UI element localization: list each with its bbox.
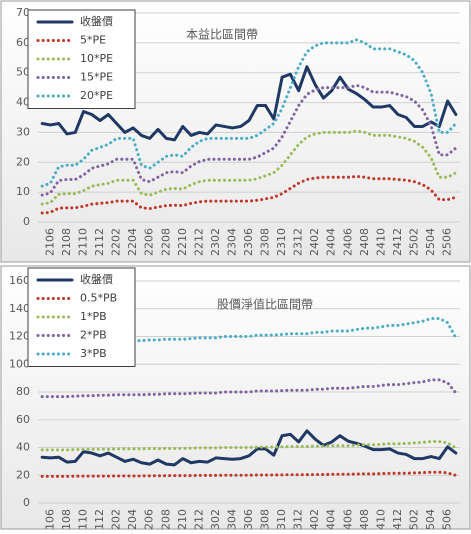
y-tick-label: 80 [16,385,30,398]
chart-panel: 0 20 40 60 80 100 120 140 160 2106 2108 2110 2112 220… [0,265,471,534]
x-tick-label: 2108 [60,509,73,530]
x-tick-label: 2202 [110,509,123,530]
x-tick-label: 2410 [374,509,387,530]
legend-label: 3*PB [80,347,107,360]
y-tick-label: 120 [9,330,30,343]
y-tick-label: 100 [9,357,30,370]
y-tick-label: 20 [16,468,30,481]
x-tick-label: 2506 [441,228,454,256]
x-tick-label: 2210 [176,509,189,530]
x-tick-label: 2112 [93,509,106,530]
legend-label: 5*PE [80,34,106,47]
price-line [40,65,458,142]
x-tick-label: 2302 [209,228,222,256]
x-tick-label: 2308 [259,509,272,530]
x-tick-label: 2312 [292,228,305,256]
x-tick-label: 2108 [60,228,73,256]
x-tick-label: 2310 [275,228,288,256]
y-tick-label: 40 [16,96,30,109]
x-tick-label: 2210 [176,228,189,256]
x-tick-label: 2304 [225,509,238,530]
y-tick-label: 30 [16,125,30,138]
x-tick-label: 2402 [308,509,321,530]
y-tick-label: 0 [23,215,30,228]
x-tick-label: 2406 [341,228,354,256]
x-tick-label: 2306 [242,228,255,256]
band-line [40,83,458,197]
price-line [40,429,458,467]
chart-title: 本益比區間帶 [186,28,258,42]
x-tick-label: 2110 [77,509,90,530]
legend-label: 10*PE [80,52,113,65]
x-tick-label: 2404 [325,509,338,530]
x-tick-label: 2504 [424,509,437,530]
legend-label: 收盤價 [80,14,113,28]
chart-title: 股價淨值比區間帶 [217,297,313,312]
x-tick-label: 2212 [192,509,205,530]
legend-box [27,9,136,109]
y-tick-label: 20 [16,155,30,168]
legend-label: 0.5*PB [80,292,117,305]
y-tick-label: 40 [16,441,30,454]
y-tick-label: 70 [16,6,30,19]
x-tick-label: 2110 [77,228,90,256]
y-tick-label: 60 [16,36,30,49]
x-tick-label: 2212 [192,228,205,256]
y-tick-label: 10 [16,185,30,198]
x-tick-label: 2502 [407,228,420,256]
x-tick-label: 2204 [126,228,139,256]
x-tick-label: 2112 [93,228,106,256]
legend-label: 20*PE [80,89,113,102]
x-tick-label: 2406 [341,509,354,530]
legend-box [27,267,136,367]
x-tick-label: 2208 [159,509,172,530]
y-tick-label: 140 [9,302,30,315]
x-tick-label: 2310 [275,509,288,530]
x-tick-label: 2204 [126,509,139,530]
x-tick-label: 2312 [292,509,305,530]
x-tick-label: 2412 [391,509,404,530]
band-line [40,174,458,215]
x-tick-label: 2208 [159,228,172,256]
x-tick-label: 2502 [407,509,420,530]
x-tick-label: 2506 [441,509,454,530]
band-line [40,378,458,399]
x-tick-label: 2206 [143,509,156,530]
y-tick-label: 50 [16,66,30,79]
legend-label: 1*PB [80,310,107,323]
x-tick-label: 2106 [43,509,56,530]
x-tick-label: 2412 [391,228,404,256]
x-tick-label: 2408 [358,228,371,256]
x-tick-label: 2410 [374,228,387,256]
x-tick-label: 2402 [308,228,321,256]
x-tick-label: 2408 [358,509,371,530]
chart-panel: 0 10 20 30 40 50 60 70 2106 2108 2110 2112 2202 2204 2… [0,0,471,263]
band-line [40,129,458,206]
y-tick-label: 60 [16,413,30,426]
y-tick-label: 160 [9,274,30,287]
x-tick-label: 2308 [259,228,272,256]
x-tick-label: 2202 [110,228,123,256]
band-line [40,316,458,345]
x-tick-label: 2106 [43,228,56,256]
x-tick-label: 2504 [424,228,437,256]
legend-label: 收盤價 [80,272,113,286]
x-tick-label: 2306 [242,509,255,530]
x-tick-label: 2302 [209,509,222,530]
legend-label: 2*PB [80,329,107,342]
x-tick-label: 2404 [325,228,338,256]
y-tick-label: 0 [23,496,30,509]
x-tick-label: 2304 [225,228,238,256]
band-line [40,38,458,188]
legend-label: 15*PE [80,71,113,84]
x-tick-label: 2206 [143,228,156,256]
